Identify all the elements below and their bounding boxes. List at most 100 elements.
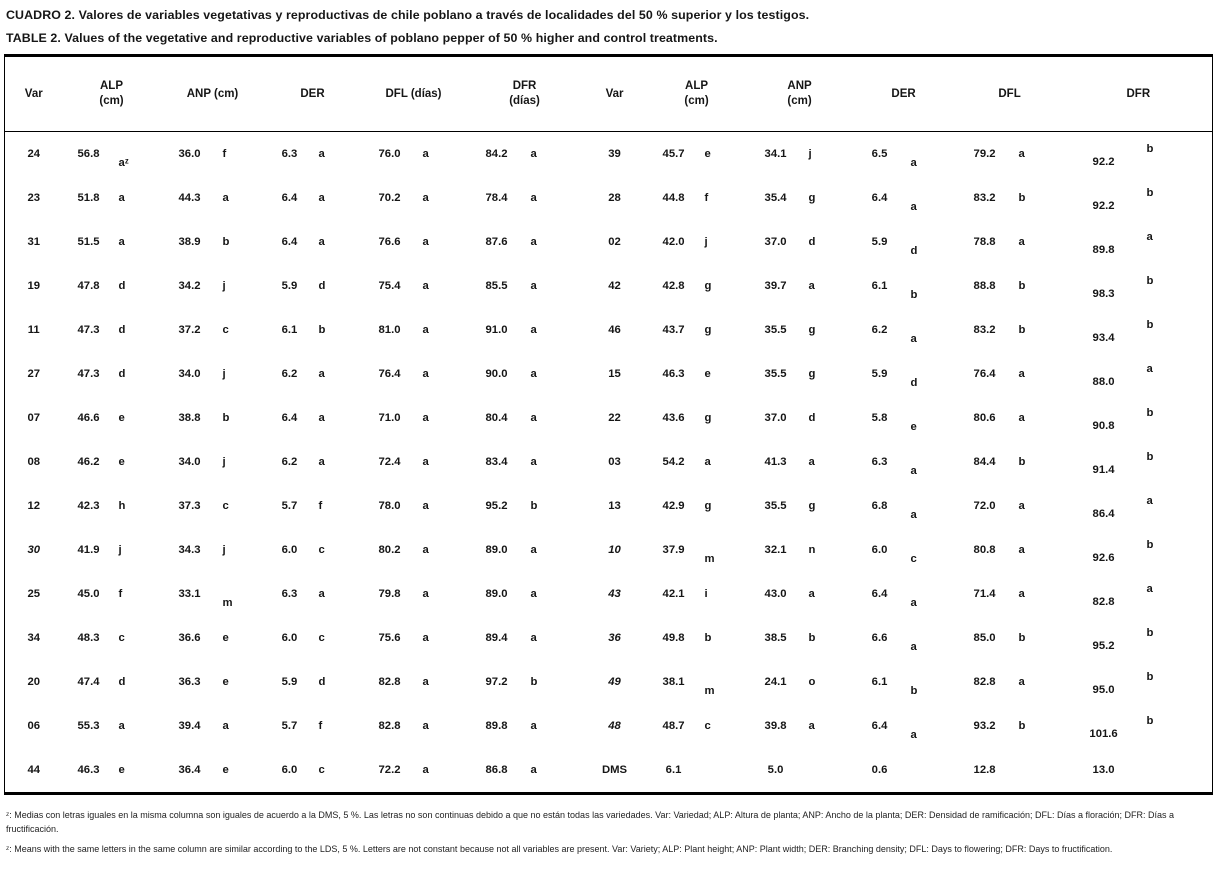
right-anp-letter: n [808,544,816,556]
right-der-value: 6.1 [871,676,888,688]
left-alp-value: 46.3 [77,764,100,776]
right-alp-value: 43.7 [662,324,685,336]
right-der-letter: a [910,597,917,609]
right-dfl-letter: b [1018,192,1026,204]
left-anp-letter: m [222,597,233,609]
left-var-cell: 25 [27,588,41,600]
right-anp-value: 38.5 [764,632,787,644]
right-dfr-letter [1143,748,1213,794]
table-body: 24 56.8 aᶻ 36.0 f 6.3 a 76.0 a 84.2 a 39 45.7 e 34.1 j 6… [5,132,1213,794]
right-der-value: 6.6 [871,632,888,644]
left-dfr-value: 89.0 [485,588,508,600]
header-right-der: DER [891,87,916,100]
left-alp-value: 55.3 [77,720,100,732]
right-dfl-letter: a [1018,500,1025,512]
left-dfr-value: 78.4 [485,192,508,204]
right-alp-letter: g [704,500,712,512]
right-dfl-value: 79.2 [973,148,996,160]
left-dfl-value: 72.4 [378,456,401,468]
left-dfl-letter: a [422,192,429,204]
right-der-letter: a [910,333,917,345]
left-der-letter: b [318,324,326,336]
left-anp-value: 38.9 [178,236,201,248]
right-anp-value: 5.0 [767,764,784,776]
left-alp-value: 46.2 [77,456,100,468]
table-row: 07 46.6 e 38.8 b 6.4 a 71.0 a 80.4 a 22 43.6 g 37.0 d 5.… [5,396,1213,440]
right-dfr-value: 13.0 [1092,764,1115,776]
left-dfr-letter: a [530,720,537,732]
right-anp-value: 35.4 [764,192,787,204]
left-der-letter: c [318,632,325,644]
left-dfl-letter: a [422,280,429,292]
table-row: 25 45.0 f 33.1 m 6.3 a 79.8 a 89.0 a 43 42.1 i 43.0 a 6.… [5,572,1213,616]
right-der-value: 5.9 [871,236,888,248]
left-der-value: 6.3 [281,588,298,600]
right-der-letter: a [910,729,917,741]
table-row: 19 47.8 d 34.2 j 5.9 d 75.4 a 85.5 a 42 42.8 g 39.7 a 6.… [5,264,1213,308]
right-anp-letter: o [808,676,816,688]
right-alp-letter: m [704,553,715,565]
left-dfl-value: 82.8 [378,676,401,688]
left-anp-value: 38.8 [178,412,201,424]
right-der-value: 6.3 [871,456,888,468]
table-row: 11 47.3 d 37.2 c 6.1 b 81.0 a 91.0 a 46 43.7 g 35.5 g 6.… [5,308,1213,352]
right-alp-value: 54.2 [662,456,685,468]
right-dfr-letter: b [1146,715,1154,727]
left-anp-value: 39.4 [178,720,201,732]
left-dfl-value: 80.2 [378,544,401,556]
right-anp-letter: g [808,500,816,512]
right-dfr-value: 90.8 [1092,420,1115,432]
left-alp-letter: aᶻ [118,157,129,169]
right-der-letter: c [910,553,917,565]
left-var-cell: 20 [27,676,41,688]
right-alp-letter: a [704,456,711,468]
left-alp-letter: e [118,456,125,468]
left-der-value: 6.0 [281,764,298,776]
right-alp-value: 42.1 [662,588,685,600]
right-var-cell: 28 [608,192,621,204]
right-anp-value: 37.0 [764,236,787,248]
left-anp-value: 36.0 [178,148,201,160]
left-dfr-value: 89.0 [485,544,508,556]
right-anp-value: 35.5 [764,368,787,380]
left-dfl-value: 76.4 [378,368,401,380]
left-dfr-letter: a [530,192,537,204]
right-dfr-letter: b [1146,275,1154,287]
right-der-letter: d [910,245,918,257]
left-anp-value: 36.3 [178,676,201,688]
left-var-cell: 44 [27,764,41,776]
right-alp-letter: b [704,632,712,644]
right-dfl-value: 71.4 [973,588,996,600]
left-dfl-value: 70.2 [378,192,401,204]
right-der-letter: a [910,509,917,521]
right-dfl-letter [1015,748,1065,794]
right-dfl-value: 88.8 [973,280,996,292]
left-der-value: 5.9 [281,676,298,688]
left-dfl-value: 71.0 [378,412,401,424]
left-anp-letter: j [222,368,226,380]
left-anp-value: 36.4 [178,764,201,776]
right-dfr-letter: b [1146,187,1154,199]
left-anp-letter: b [222,236,230,248]
right-alp-value: 37.9 [662,544,685,556]
left-der-value: 6.2 [281,456,298,468]
right-anp-letter [805,748,853,794]
right-anp-letter: d [808,236,816,248]
right-alp-letter: c [704,720,711,732]
left-anp-value: 37.2 [178,324,201,336]
left-dfr-value: 84.2 [485,148,508,160]
table-row: 44 46.3 e 36.4 e 6.0 c 72.2 a 86.8 a DMS 6.1 5.0 0.6 12… [5,748,1213,794]
right-anp-letter: a [808,588,815,600]
right-dfr-value: 82.8 [1092,596,1115,608]
right-dfr-letter: a [1146,363,1153,375]
left-dfr-value: 86.8 [485,764,508,776]
left-alp-letter: j [118,544,122,556]
right-anp-letter: g [808,368,816,380]
header-left-var: Var [24,87,43,100]
right-anp-value: 32.1 [764,544,787,556]
right-dfl-letter: a [1018,544,1025,556]
right-dfr-letter: b [1146,143,1154,155]
right-der-letter: a [910,201,917,213]
left-var-cell: 19 [27,280,41,292]
left-anp-value: 34.0 [178,368,201,380]
